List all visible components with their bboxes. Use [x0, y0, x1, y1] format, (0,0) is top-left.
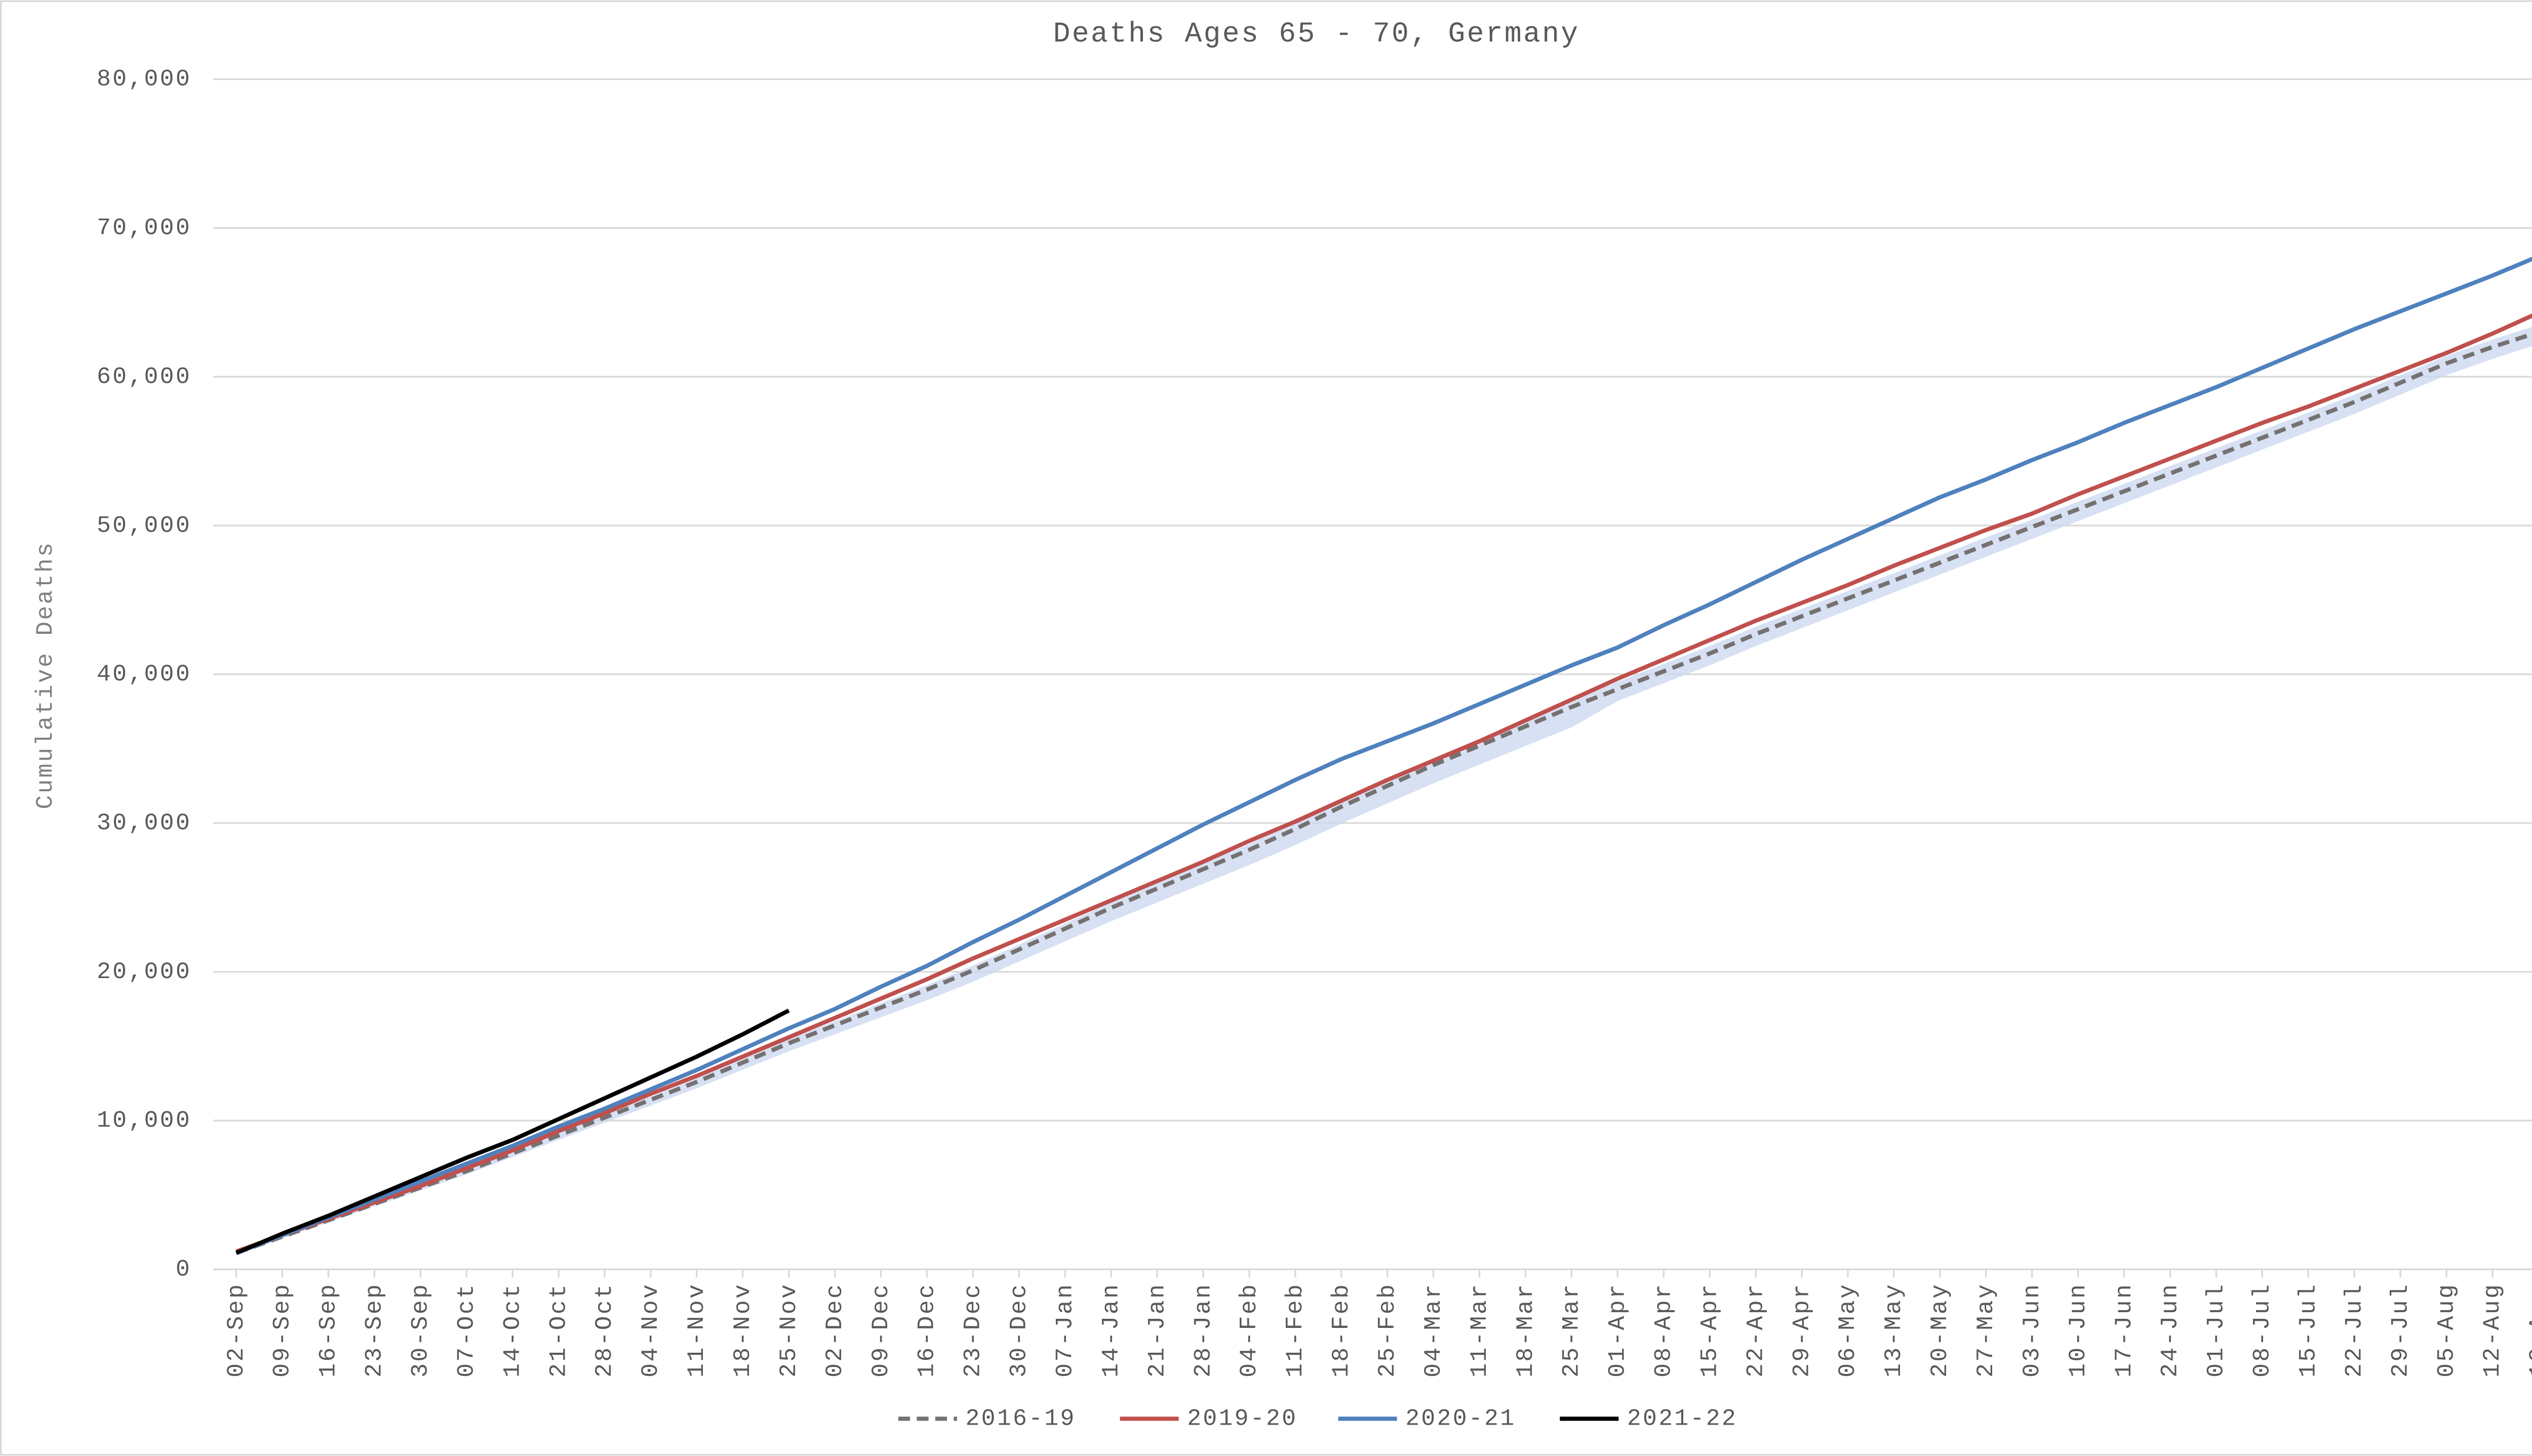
- x-tick-label: 05-Aug: [2433, 1283, 2460, 1378]
- x-tick-label: 03-Jun: [2019, 1283, 2045, 1378]
- x-tick-label: 11-Nov: [683, 1283, 710, 1378]
- y-tick-label: 20,000: [97, 958, 191, 985]
- x-tick-label: 18-Mar: [1512, 1283, 1539, 1378]
- range-band: [236, 327, 2532, 1255]
- x-tick-label: 14-Jan: [1097, 1283, 1124, 1378]
- x-tick-label: 24-Jun: [2157, 1283, 2184, 1378]
- x-tick-label: 21-Oct: [545, 1283, 572, 1378]
- x-tick-label: 08-Jul: [2249, 1283, 2276, 1378]
- x-tick-label: 30-Sep: [407, 1283, 434, 1378]
- x-tick-label: 07-Oct: [453, 1283, 480, 1378]
- x-tick-label: 23-Dec: [960, 1283, 986, 1378]
- x-tick-label: 09-Sep: [269, 1283, 296, 1378]
- legend-label: 2016-19: [966, 1405, 1076, 1432]
- x-tick-label: 21-Jan: [1143, 1283, 1170, 1378]
- y-tick-label: 10,000: [97, 1107, 191, 1134]
- x-tick-label: 29-Apr: [1788, 1283, 1815, 1378]
- y-axis-title: Cumulative Deaths: [32, 541, 59, 810]
- x-tick-label: 18-Nov: [729, 1283, 756, 1378]
- x-tick-label: 11-Feb: [1282, 1283, 1309, 1378]
- x-tick-label: 10-Jun: [2065, 1283, 2091, 1378]
- x-tick-label: 01-Jul: [2203, 1283, 2230, 1378]
- x-tick-label: 28-Oct: [591, 1283, 618, 1378]
- x-tick-label: 11-Mar: [1466, 1283, 1493, 1378]
- series-line: [235, 1008, 790, 1255]
- x-tick-label: 16-Dec: [914, 1283, 940, 1378]
- x-tick-label: 25-Nov: [775, 1283, 802, 1378]
- x-tick-label: 13-May: [1880, 1283, 1907, 1378]
- x-tick-label: 28-Jan: [1190, 1283, 1216, 1378]
- series-line: [235, 313, 2532, 1253]
- x-tick-label: 15-Apr: [1696, 1283, 1723, 1378]
- x-tick-label: 22-Jul: [2341, 1283, 2367, 1378]
- x-tick-label: 08-Apr: [1650, 1283, 1677, 1378]
- legend-label: 2020-21: [1405, 1405, 1516, 1432]
- x-tick-label: 04-Mar: [1420, 1283, 1447, 1378]
- x-tick-label: 12-Aug: [2479, 1283, 2506, 1378]
- y-tick-label: 0: [176, 1256, 191, 1283]
- x-tick-label: 14-Oct: [499, 1283, 526, 1378]
- series-line: [235, 257, 2532, 1255]
- x-tick-label: 19-Aug: [2525, 1283, 2532, 1378]
- x-tick-label: 27-May: [1972, 1283, 1999, 1378]
- x-tick-label: 04-Feb: [1236, 1283, 1262, 1378]
- y-tick-label: 40,000: [97, 661, 191, 687]
- x-tick-label: 29-Jul: [2387, 1283, 2414, 1378]
- x-tick-label: 17-Jun: [2111, 1283, 2138, 1378]
- series-line: [235, 332, 2532, 1255]
- legend-label: 2019-20: [1187, 1405, 1297, 1432]
- x-tick-label: 09-Dec: [867, 1283, 894, 1378]
- y-tick-label: 30,000: [97, 810, 191, 836]
- x-tick-label: 20-May: [1926, 1283, 1953, 1378]
- x-tick-label: 25-Mar: [1558, 1283, 1585, 1378]
- chart-title: Deaths Ages 65 - 70, Germany: [1053, 18, 1580, 50]
- x-tick-label: 02-Dec: [821, 1283, 848, 1378]
- x-tick-label: 15-Jul: [2295, 1283, 2322, 1378]
- x-tick-label: 07-Jan: [1051, 1283, 1078, 1378]
- x-tick-label: 25-Feb: [1374, 1283, 1401, 1378]
- y-tick-label: 80,000: [97, 66, 191, 93]
- x-tick-label: 04-Nov: [637, 1283, 664, 1378]
- x-tick-label: 22-Apr: [1742, 1283, 1769, 1378]
- x-tick-label: 06-May: [1834, 1283, 1861, 1378]
- y-tick-label: 50,000: [97, 512, 191, 539]
- y-tick-label: 70,000: [97, 215, 191, 241]
- x-tick-label: 30-Dec: [1006, 1283, 1033, 1378]
- y-tick-label: 60,000: [97, 363, 191, 390]
- x-tick-label: 02-Sep: [223, 1283, 250, 1378]
- x-tick-label: 16-Sep: [315, 1283, 342, 1378]
- x-tick-label: 01-Apr: [1604, 1283, 1631, 1378]
- x-tick-label: 18-Feb: [1328, 1283, 1355, 1378]
- legend-label: 2021-22: [1627, 1405, 1737, 1432]
- x-tick-label: 23-Sep: [361, 1283, 388, 1378]
